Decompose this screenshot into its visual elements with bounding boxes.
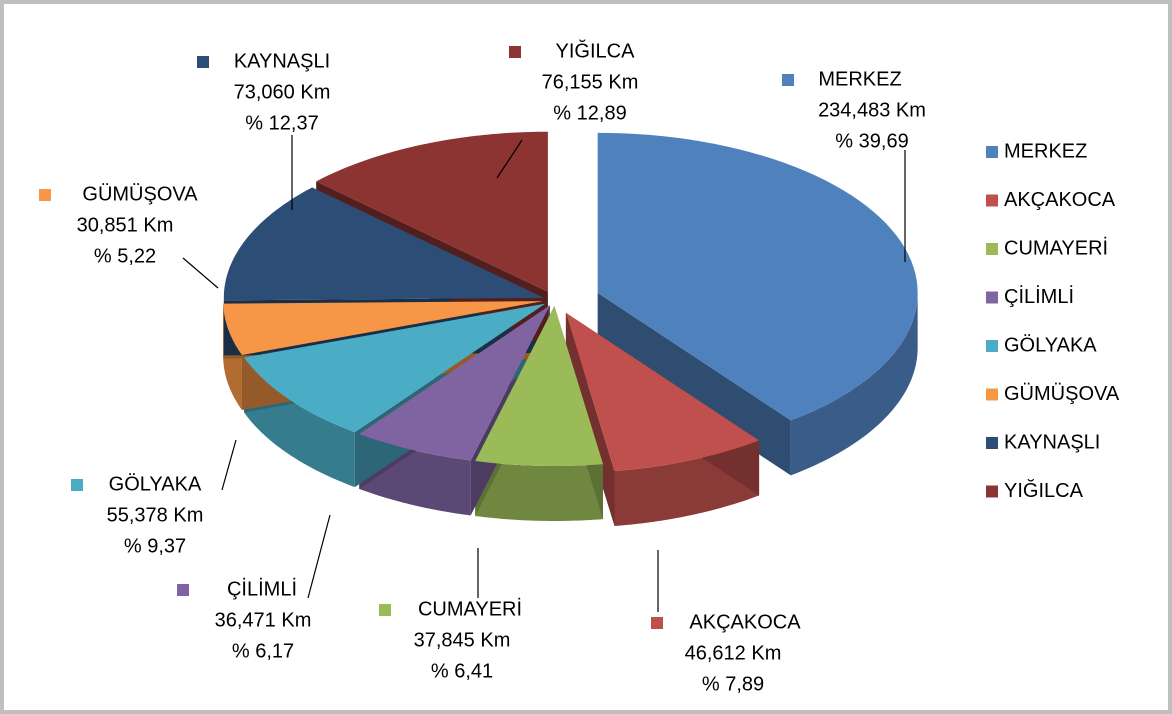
legend-swatch <box>986 388 998 401</box>
data-label-name: KAYNAŞLI <box>234 50 330 72</box>
slice <box>223 187 544 301</box>
legend-swatch <box>986 437 998 449</box>
legend-swatch <box>986 243 998 255</box>
data-label-percent: % 7,89 <box>702 673 764 695</box>
label-swatch <box>197 56 209 68</box>
label-swatch <box>39 189 51 201</box>
leader-line <box>496 139 523 179</box>
data-label-name: MERKEZ <box>818 68 901 90</box>
slice <box>223 301 544 356</box>
data-label-value: 234,483 Km <box>818 99 926 121</box>
slice <box>565 312 760 472</box>
data-label-value: 76,155 Km <box>542 71 639 93</box>
data-label-percent: % 6,17 <box>232 640 294 662</box>
legend-label: AKÇAKOCA <box>1004 189 1116 211</box>
legend-swatch <box>986 146 998 158</box>
data-label-name: ÇİLİMLİ <box>227 577 297 600</box>
legend-label: KAYNAŞLI <box>1004 431 1100 453</box>
slice <box>597 132 918 421</box>
slice-side <box>790 292 918 476</box>
legend-swatch <box>986 194 998 207</box>
label-swatch <box>71 479 83 491</box>
legend-label: MERKEZ <box>1004 140 1087 162</box>
label-swatch <box>177 584 189 596</box>
data-label-name: YIĞILCA <box>556 39 636 62</box>
legend-label: CUMAYERİ <box>1004 236 1108 259</box>
legend-label: YIĞILCA <box>1004 479 1084 502</box>
data-label-name: GÜMÜŞOVA <box>82 183 198 205</box>
legend-label: GÜMÜŞOVA <box>1004 383 1120 405</box>
data-label-percent: % 9,37 <box>124 535 186 557</box>
legend-swatch <box>986 291 998 304</box>
label-swatch <box>509 46 521 58</box>
slice <box>475 305 603 466</box>
data-label-value: 55,378 Km <box>107 504 204 526</box>
slice-side <box>475 461 603 521</box>
slice <box>244 303 546 433</box>
data-label-value: 36,471 Km <box>215 609 312 631</box>
data-label-value: 37,845 Km <box>414 629 511 651</box>
data-label-percent: % 12,37 <box>245 112 318 134</box>
data-label-name: AKÇAKOCA <box>689 611 801 633</box>
label-swatch <box>379 604 391 616</box>
legend-swatch <box>986 340 998 352</box>
data-label-percent: % 5,22 <box>94 245 156 267</box>
data-label-percent: % 39,69 <box>835 130 908 152</box>
leader-line <box>221 439 237 491</box>
slice <box>316 131 548 292</box>
data-label-percent: % 6,41 <box>431 660 493 682</box>
data-label-value: 73,060 Km <box>234 81 331 103</box>
data-label-value: 46,612 Km <box>685 642 782 664</box>
slice <box>359 305 550 461</box>
legend-label: GÖLYAKA <box>1004 334 1097 356</box>
leader-line <box>182 257 219 289</box>
legend-swatch <box>986 485 998 498</box>
data-label-percent: % 12,89 <box>553 102 626 124</box>
legend-label: ÇİLİMLİ <box>1004 285 1074 308</box>
leader-line <box>307 514 331 599</box>
label-swatch <box>651 617 663 629</box>
data-label-name: GÖLYAKA <box>109 473 202 495</box>
data-label-name: CUMAYERİ <box>418 597 522 620</box>
data-label-value: 30,851 Km <box>77 214 174 236</box>
label-swatch <box>782 74 794 86</box>
